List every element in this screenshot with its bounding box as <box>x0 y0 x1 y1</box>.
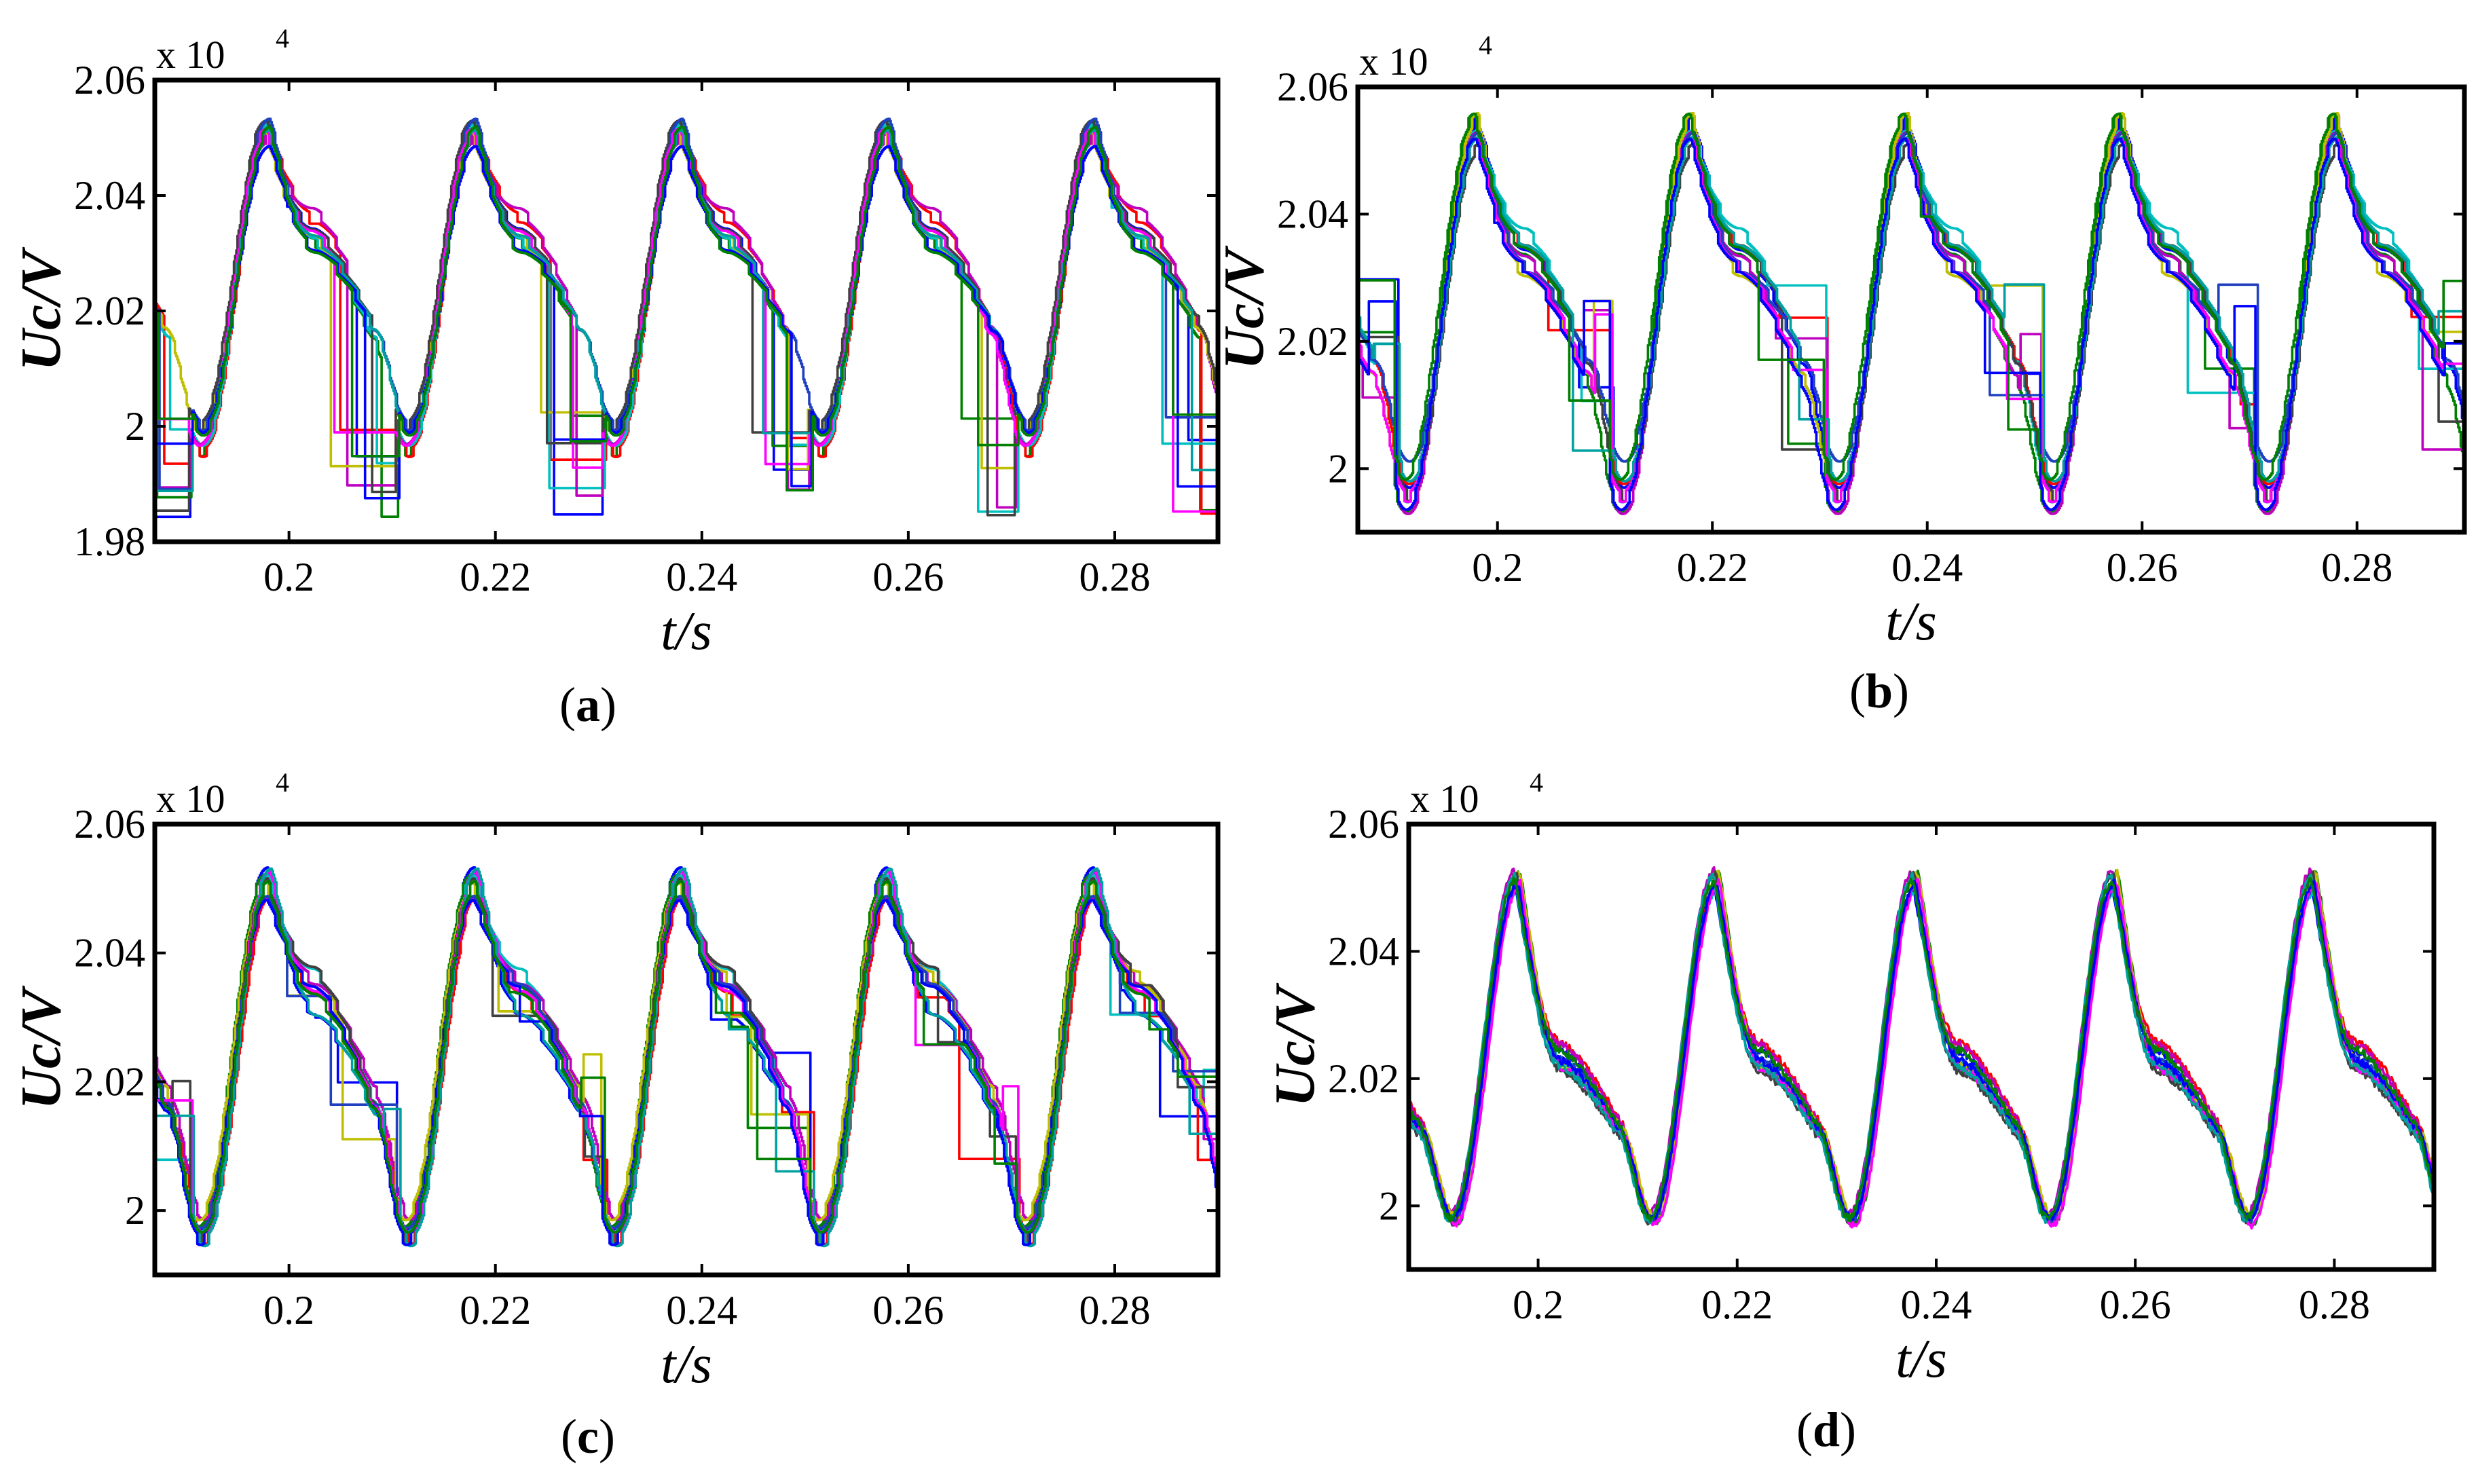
x-tick-label-a-4: 0.28 <box>1079 555 1150 599</box>
traces-d <box>1409 866 2434 1230</box>
panel-label-c: (c) <box>561 1409 615 1464</box>
panel-label-letter-b: b <box>1866 664 1893 718</box>
traces-b <box>1358 111 2464 515</box>
y-tick-label-a-3: 2.04 <box>74 173 145 218</box>
y-multiplier-exp-d: 4 <box>1530 767 1543 798</box>
panel-label-letter-a: a <box>576 678 600 732</box>
panel-label-open-a: ( <box>559 678 576 732</box>
traces-c <box>155 866 1218 1248</box>
panel-label-open-d: ( <box>1796 1403 1813 1457</box>
series-line-d-12 <box>1409 876 2434 1223</box>
series-line-a-12 <box>155 126 1218 491</box>
panel-b: 0.2 0.22 0.24 0.26 0.28 2 2.02 2.04 2.06x 10 4 t/s… <box>1213 30 2467 718</box>
x-tick-label-d-4: 0.28 <box>2299 1282 2370 1327</box>
y-axis-title-d: Uc/V <box>1263 982 1327 1107</box>
x-tick-label-a-3: 0.26 <box>872 555 944 599</box>
y-axis-title-c: Uc/V <box>10 985 73 1109</box>
y-tick-label-a-4: 2.06 <box>74 58 145 103</box>
x-axis-title-b: t/s <box>1885 592 1937 652</box>
y-tick-label-c-1: 2.02 <box>74 1059 145 1104</box>
plot-frame-d <box>1406 821 2437 1272</box>
y-tick-label-d-2: 2.04 <box>1328 929 1399 973</box>
x-tick-label-c-1: 0.22 <box>460 1288 531 1333</box>
y-tick-label-c-2: 2.04 <box>74 931 145 976</box>
panel-label-b: (b) <box>1849 664 1909 718</box>
panel-a: 0.2 0.22 0.24 0.26 0.28 1.98 2 2.02 2.04 2.06x 10… <box>10 23 1221 732</box>
x-axis-title-c: t/s <box>661 1335 712 1394</box>
x-tick-label-d-1: 0.22 <box>1701 1282 1773 1327</box>
series-line-c-10 <box>155 867 1218 1248</box>
y-axis-title-a: Uc/V <box>10 246 73 371</box>
series-line-d-11 <box>1409 878 2434 1221</box>
y-tick-label-a-2: 2.02 <box>74 289 145 333</box>
y-multiplier-d: x 10 <box>1410 777 1479 821</box>
panel-label-a: (a) <box>559 678 616 732</box>
y-tick-label-b-1: 2.02 <box>1277 319 1348 364</box>
panel-label-close-a: ) <box>600 678 616 732</box>
x-axis-title-a: t/s <box>661 601 712 661</box>
x-tick-label-b-2: 0.24 <box>1891 545 1963 590</box>
y-tick-label-a-1: 2 <box>125 404 145 449</box>
x-tick-label-b-0: 0.2 <box>1472 545 1523 590</box>
series-line-c-6 <box>155 879 1218 1222</box>
x-axis-title-d: t/s <box>1896 1329 1947 1389</box>
x-tick-label-d-3: 0.26 <box>2100 1282 2171 1327</box>
y-tick-label-b-3: 2.06 <box>1277 64 1348 109</box>
y-tick-label-c-3: 2.06 <box>74 802 145 847</box>
panel-label-d: (d) <box>1796 1403 1856 1457</box>
y-tick-label-c-0: 2 <box>125 1188 145 1233</box>
series-line-c-12 <box>155 880 1218 1233</box>
x-tick-label-c-4: 0.28 <box>1079 1288 1150 1333</box>
x-tick-label-a-1: 0.22 <box>460 555 531 599</box>
y-tick-label-d-1: 2.02 <box>1328 1056 1399 1101</box>
y-axis-title-b: Uc/V <box>1213 245 1276 369</box>
panel-label-open-b: ( <box>1849 664 1866 718</box>
y-multiplier-exp-a: 4 <box>276 23 289 54</box>
x-tick-label-b-1: 0.22 <box>1677 545 1748 590</box>
y-tick-label-d-3: 2.06 <box>1328 802 1399 847</box>
panel-label-close-c: ) <box>599 1409 615 1464</box>
series-line-b-12 <box>1358 112 2464 481</box>
x-tick-label-c-2: 0.24 <box>666 1288 737 1333</box>
traces-a <box>155 117 1218 519</box>
y-tick-label-a-0: 1.98 <box>74 519 145 564</box>
panel-label-letter-c: c <box>577 1409 599 1464</box>
panel-d: 0.2 0.22 0.24 0.26 0.28 2 2.02 2.04 2.06x 10 4 t/s… <box>1263 767 2437 1457</box>
x-tick-label-b-3: 0.26 <box>2107 545 2178 590</box>
y-tick-label-b-0: 2 <box>1328 446 1348 491</box>
panel-c: 0.2 0.22 0.24 0.26 0.28 2 2.02 2.04 2.06x 10 4 t/s… <box>10 767 1221 1464</box>
y-multiplier-exp-c: 4 <box>276 767 289 798</box>
x-tick-label-c-3: 0.26 <box>872 1288 944 1333</box>
y-tick-label-d-0: 2 <box>1379 1183 1399 1228</box>
y-tick-label-b-2: 2.04 <box>1277 191 1348 236</box>
y-multiplier-b: x 10 <box>1359 39 1428 84</box>
x-tick-label-a-0: 0.2 <box>263 555 314 599</box>
panel-label-open-c: ( <box>561 1409 577 1464</box>
series-line-b-11 <box>1358 137 2464 511</box>
x-tick-label-d-2: 0.24 <box>1900 1282 1972 1327</box>
y-multiplier-a: x 10 <box>156 33 225 77</box>
x-tick-label-a-2: 0.24 <box>666 555 737 599</box>
x-tick-label-b-4: 0.28 <box>2321 545 2392 590</box>
panel-label-close-d: ) <box>1840 1403 1856 1457</box>
panel-label-letter-d: d <box>1813 1403 1840 1457</box>
y-multiplier-c: x 10 <box>156 777 225 821</box>
x-tick-label-d-0: 0.2 <box>1513 1282 1564 1327</box>
x-tick-label-c-0: 0.2 <box>263 1288 314 1333</box>
panel-label-close-b: ) <box>1893 664 1909 718</box>
y-multiplier-exp-b: 4 <box>1479 30 1492 60</box>
plot-frame-b <box>1355 84 2467 535</box>
plot-frame-c <box>152 821 1221 1278</box>
series-line-c-8 <box>155 895 1218 1229</box>
